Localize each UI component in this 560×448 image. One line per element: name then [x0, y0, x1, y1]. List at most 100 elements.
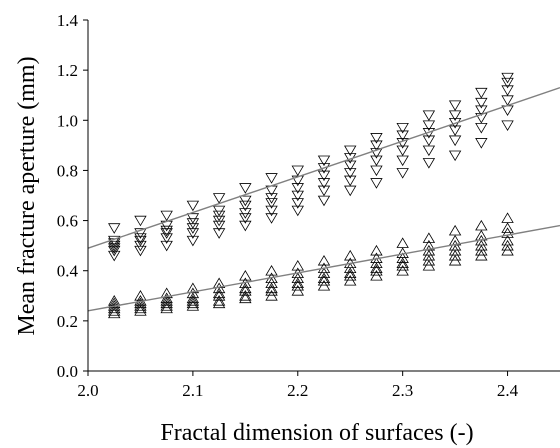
triangle-up-point: [317, 254, 331, 266]
triangle-down-point: [501, 77, 514, 89]
triangle-up-point: [160, 295, 173, 306]
y-axis-ticks: 0.0 0.2 0.4 0.6 0.8 1.0 1.2 1.4: [57, 11, 88, 381]
triangle-down-point: [134, 228, 147, 239]
triangle-down-point: [396, 138, 409, 149]
triangle-down-point: [344, 175, 357, 187]
triangle-down-point: [422, 110, 436, 122]
triangle-down-point: [239, 208, 252, 219]
fit-lines: [87, 87, 560, 312]
triangle-down-point: [344, 185, 357, 197]
triangle-down-point: [265, 173, 278, 184]
triangle-down-point: [108, 223, 121, 234]
triangle-down-point: [265, 205, 278, 217]
triangle-down-point: [212, 193, 226, 204]
triangle-up-point: [501, 212, 514, 223]
triangle-down-point: [317, 195, 331, 207]
triangle-down-point: [475, 138, 488, 149]
triangle-up-point: [448, 224, 462, 236]
triangle-down-point: [265, 193, 278, 204]
x-axis-label: Fractal dimension of surfaces (-): [160, 420, 473, 446]
triangle-down-point: [291, 198, 304, 209]
triangle-down-point: [291, 183, 304, 194]
triangle-up-point: [108, 295, 121, 306]
triangle-up-point: [317, 275, 331, 286]
triangle-down-point: [160, 240, 173, 252]
triangle-up-point: [108, 297, 121, 309]
triangle-down-point: [317, 170, 331, 182]
triangle-up-point: [265, 264, 278, 276]
triangle-up-point: [344, 249, 357, 261]
triangle-down-point: [422, 120, 436, 132]
triangle-up-point: [186, 282, 200, 294]
triangle-down-point: [212, 228, 226, 239]
triangle-down-point: [186, 200, 200, 212]
triangle-down-point: [370, 140, 383, 152]
triangle-up-point: [239, 285, 252, 296]
triangle-down-point: [475, 97, 488, 109]
triangle-down-point: [344, 168, 357, 179]
y-tick-label: 1.2: [57, 61, 78, 80]
triangle-down-point: [396, 123, 409, 134]
x-tick-label: 2.1: [182, 381, 203, 400]
triangle-up-point: [291, 259, 304, 271]
y-tick-label: 1.0: [57, 111, 78, 130]
triangle-up-point: [501, 222, 514, 233]
triangle-up-point: [344, 269, 357, 281]
triangle-up-point: [396, 259, 409, 271]
triangle-down-point: [212, 210, 226, 222]
triangle-down-point: [370, 165, 383, 177]
triangle-down-point: [317, 185, 331, 197]
triangle-down-point: [370, 133, 383, 144]
x-tick-label: 2.0: [77, 381, 98, 400]
x-tick-label: 2.3: [392, 381, 413, 400]
triangle-up-point: [186, 295, 200, 306]
triangle-down-point: [108, 240, 121, 252]
triangle-down-point: [396, 130, 409, 142]
triangle-down-point: [239, 220, 252, 232]
triangle-down-point: [186, 213, 200, 224]
triangle-down-point: [108, 243, 121, 254]
triangle-down-point: [396, 145, 409, 157]
triangle-up-point: [501, 234, 514, 246]
triangle-down-point: [291, 190, 304, 202]
triangle-up-point: [134, 290, 147, 301]
triangle-down-point: [396, 155, 409, 167]
triangle-down-point: [448, 100, 462, 111]
triangle-down-point: [291, 205, 304, 217]
y-tick-label: 1.4: [57, 11, 79, 30]
triangle-down-point: [396, 168, 409, 179]
triangle-down-point: [475, 123, 488, 134]
triangle-down-point: [475, 87, 488, 99]
triangle-down-point: [422, 158, 436, 169]
x-tick-label: 2.4: [497, 381, 519, 400]
y-tick-label: 0.2: [57, 312, 78, 331]
triangle-down-point: [475, 112, 488, 124]
triangle-down-point: [370, 148, 383, 159]
triangle-down-point: [160, 233, 173, 244]
axes: [87, 20, 560, 372]
triangle-up-point: [265, 285, 278, 296]
triangle-up-point: [239, 292, 252, 304]
triangle-up-point: [160, 287, 173, 299]
triangle-down-point: [448, 135, 462, 147]
triangle-up-point: [396, 237, 409, 248]
triangle-down-point: [344, 145, 357, 157]
triangle-down-point: [501, 120, 514, 132]
triangle-up-point: [212, 297, 226, 309]
triangle-up-point: [475, 219, 488, 231]
triangle-down-point: [239, 183, 252, 194]
trend-line: [87, 224, 560, 312]
trend-line: [87, 87, 560, 249]
triangle-down-point: [160, 228, 173, 239]
y-tick-label: 0.4: [57, 262, 79, 281]
triangle-up-point: [239, 269, 252, 281]
triangle-down-point: [317, 178, 331, 189]
triangle-up-point: [422, 232, 436, 243]
triangle-down-point: [344, 160, 357, 172]
triangle-down-point: [186, 235, 200, 247]
triangle-down-point: [239, 200, 252, 212]
triangle-down-point: [134, 233, 147, 244]
triangle-down-point: [134, 215, 147, 227]
y-tick-label: 0.8: [57, 161, 78, 180]
